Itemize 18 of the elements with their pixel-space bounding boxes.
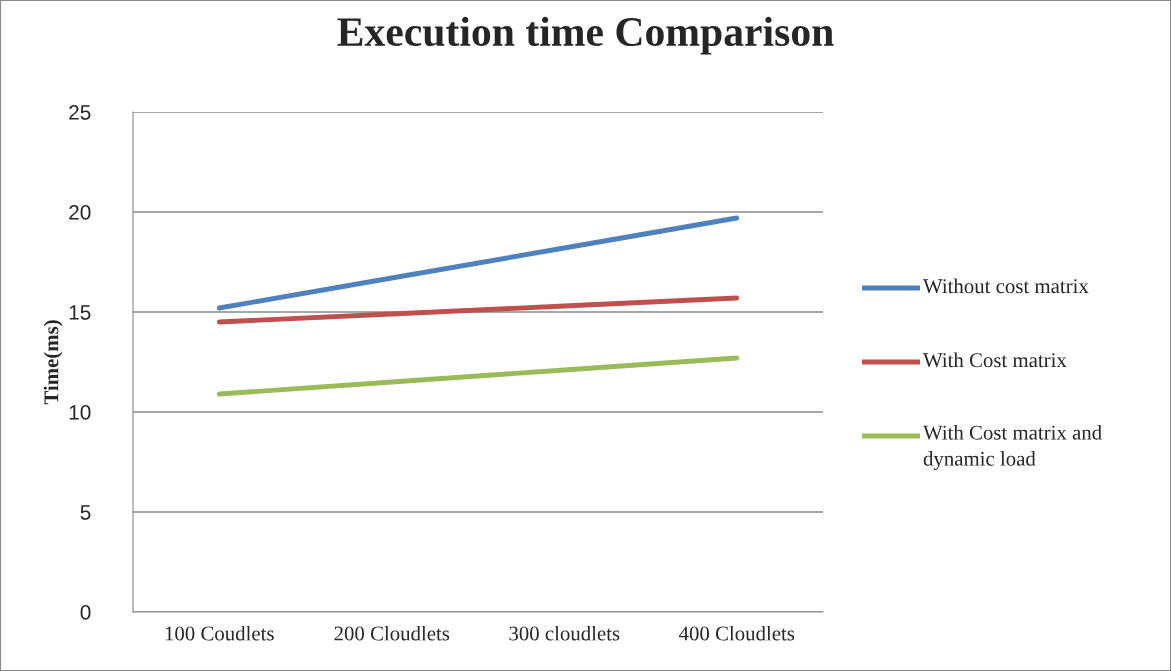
chart-title: Execution time Comparison — [337, 16, 834, 55]
legend-label: With Cost matrix and dynamic load — [923, 425, 1102, 471]
y-tick-label: 10 — [69, 405, 91, 420]
x-tick-label: 200 Cloudlets — [334, 625, 450, 641]
y-tick-label: 20 — [69, 205, 91, 220]
legend-label: With Cost matrix — [923, 352, 1067, 368]
x-tick-label: 300 cloudlets — [509, 625, 620, 641]
line-series — [216, 295, 740, 325]
x-tick-label: 400 Cloudlets — [678, 625, 795, 641]
line-series — [216, 355, 740, 397]
line-series — [216, 215, 740, 311]
y-tick-label: 15 — [69, 305, 91, 320]
x-tick-label: 100 Coudlets — [165, 625, 274, 641]
y-tick-label: 25 — [69, 105, 91, 120]
y-axis-title: Time(ms) — [43, 320, 63, 405]
y-tick-label: 0 — [80, 605, 91, 620]
legend-label: Without cost matrix — [923, 278, 1089, 294]
y-tick-label: 5 — [80, 505, 91, 520]
